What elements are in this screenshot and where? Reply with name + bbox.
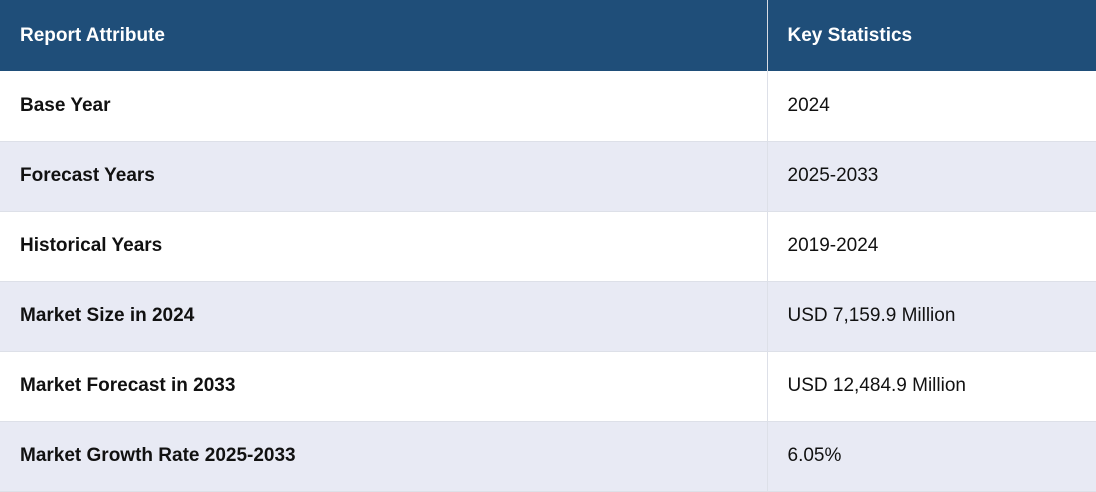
table-row: Market Growth Rate 2025-2033 6.05% xyxy=(0,421,1096,492)
row-attribute: Market Forecast in 2033 xyxy=(0,351,768,422)
row-value: 2019-2024 xyxy=(767,211,1096,282)
row-value: 2024 xyxy=(767,71,1096,142)
row-value: 6.05% xyxy=(767,421,1096,492)
row-value: USD 12,484.9 Million xyxy=(767,351,1096,422)
header-key-statistics: Key Statistics xyxy=(767,0,1096,71)
header-report-attribute: Report Attribute xyxy=(0,0,768,71)
table-row: Historical Years 2019-2024 xyxy=(0,211,1096,282)
table-body: Base Year 2024 Forecast Years 2025-2033 … xyxy=(0,71,1096,492)
table-row: Market Size in 2024 USD 7,159.9 Million xyxy=(0,281,1096,352)
row-value: USD 7,159.9 Million xyxy=(767,281,1096,352)
row-attribute: Base Year xyxy=(0,71,768,142)
row-attribute: Historical Years xyxy=(0,211,768,282)
table-row: Forecast Years 2025-2033 xyxy=(0,141,1096,212)
row-attribute: Market Size in 2024 xyxy=(0,281,768,352)
table-row: Market Forecast in 2033 USD 12,484.9 Mil… xyxy=(0,351,1096,422)
header-row: Report Attribute Key Statistics xyxy=(0,0,1096,71)
table-row: Base Year 2024 xyxy=(0,71,1096,142)
row-attribute: Forecast Years xyxy=(0,141,768,212)
row-value: 2025-2033 xyxy=(767,141,1096,212)
row-attribute: Market Growth Rate 2025-2033 xyxy=(0,421,768,492)
table-header: Report Attribute Key Statistics xyxy=(0,0,1096,71)
